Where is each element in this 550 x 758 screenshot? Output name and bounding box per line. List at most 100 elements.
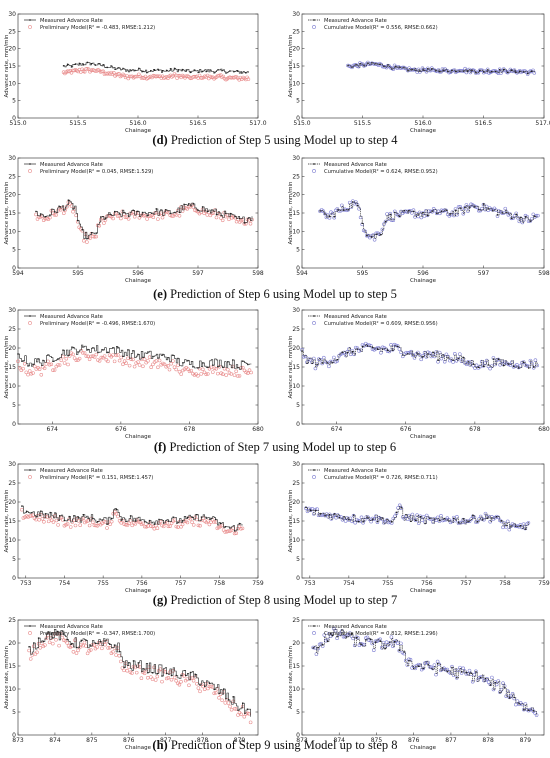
measured-point [472,363,474,365]
model-point [51,641,55,646]
measured-point [205,517,207,519]
model-point [94,352,99,357]
legend-model-label: Preliminary Model(R² = -0.347, RMSE:1.70… [40,631,155,637]
legend-measured-label: Measured Advance Rate [324,468,387,474]
measured-point [450,213,452,215]
measured-point [346,351,348,354]
measured-point [186,516,189,519]
measured-point [161,675,163,677]
x-tick-label: 754 [59,580,71,587]
measured-point [137,662,139,664]
model-point [523,526,527,531]
measured-point [507,71,509,74]
x-axis-label: Chainage [125,434,152,440]
model-point [384,640,389,644]
model-point [467,668,472,673]
model-point [450,519,454,524]
x-tick-label: 594 [12,270,24,277]
measured-point [398,215,401,217]
measured-point [333,513,336,515]
measured-point [192,366,194,368]
model-point [166,676,171,680]
model-point [52,213,57,217]
model-point [134,670,139,675]
measured-point [370,236,373,238]
model-point [216,371,220,376]
measured-point [328,215,331,218]
measured-point [241,72,243,74]
model-point [485,67,490,72]
measured-point [188,203,190,205]
measured-point [417,353,419,355]
model-point [31,371,35,375]
measured-point [173,67,176,70]
measured-point [97,351,99,354]
measured-point [126,69,128,71]
measured-point [177,69,180,71]
measured-point [531,70,533,72]
caption-letter: (h) [152,738,167,752]
measured-point [220,214,222,217]
measured-point [192,203,195,205]
legend-measured-marker [29,19,31,21]
measured-point [164,209,167,211]
x-tick-label: 676 [400,426,412,433]
measured-point [412,354,414,356]
measured-point [314,509,317,512]
measured-point [399,66,401,69]
measured-point [467,521,469,523]
y-tick-label: 15 [292,364,300,371]
measured-point [129,515,132,517]
measured-point [443,517,445,520]
measured-point [306,362,308,364]
measured-point [480,677,482,679]
y-tick-label: 30 [292,11,300,18]
measured-point [403,651,405,653]
measured-point [446,670,448,673]
measured-point [99,641,101,643]
model-point [536,213,540,218]
measured-point [503,687,506,689]
model-point [436,515,440,520]
model-point [28,657,33,661]
model-point [27,369,32,373]
model-point [507,527,512,532]
model-point [179,372,183,376]
x-tick-label: 598 [252,270,264,277]
measured-point [379,640,381,642]
y-tick-label: 25 [8,28,16,35]
measured-point [395,66,397,68]
measured-point [305,506,307,509]
measured-point [90,645,92,647]
model-point [311,645,315,650]
model-point [121,362,125,367]
model-point [234,369,238,374]
y-tick-label: 5 [296,402,300,409]
measured-point [232,359,234,361]
measured-point [210,517,212,520]
measured-point [160,209,162,211]
model-point [59,358,64,363]
y-tick-label: 20 [292,499,300,506]
measured-point [104,640,106,642]
y-tick-label: 0 [12,421,16,428]
model-point [133,74,137,79]
measured-point [102,64,104,66]
measured-point [137,353,139,356]
model-point [365,343,370,347]
x-tick-label: 873 [12,737,24,744]
model-point [112,359,117,364]
measured-point [120,519,122,521]
measured-point [82,514,84,516]
chart-e_left: 0 5 10 15 20 25 30 594 595 596 597 598 Chainage Advan… [4,155,264,284]
plot-frame [301,13,545,119]
measured-point [218,692,220,695]
measured-point [445,209,447,211]
x-tick-label: 516.5 [189,120,206,127]
measured-point [112,347,114,349]
measured-point [123,666,125,669]
model-point [68,525,73,529]
measured-point [137,210,139,213]
model-point [223,530,227,534]
measured-point [412,210,415,213]
